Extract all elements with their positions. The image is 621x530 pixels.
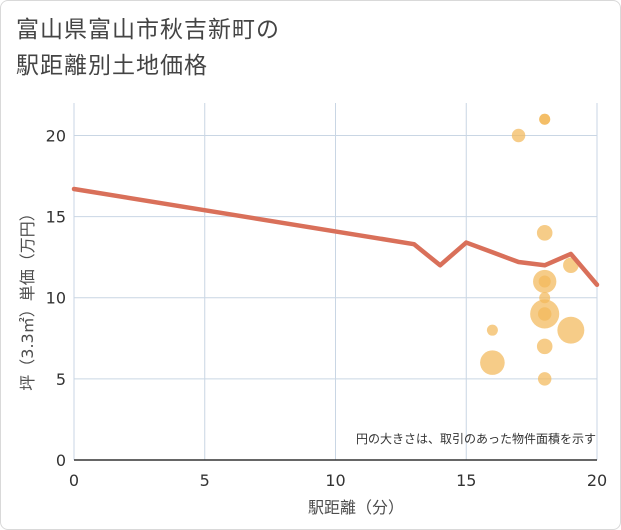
bubble-point [557,316,585,344]
x-tick-label: 20 [587,471,607,490]
bubble-point [539,292,551,304]
bubble-point [486,324,498,336]
y-tick-label: 0 [56,451,66,470]
title-line-2: 駅距離別土地価格 [16,53,208,79]
y-tick-label: 5 [56,370,66,389]
trend-line-series [71,186,600,287]
x-tick-label: 5 [200,471,210,490]
y-tick-label: 20 [46,126,66,145]
chart-title: 富山県富山市秋吉新町の 駅距離別土地価格 [16,12,280,84]
trend-line [71,186,600,287]
y-tick-label: 10 [46,289,66,308]
title-line-1: 富山県富山市秋吉新町の [16,17,280,43]
bubble-point [537,372,552,386]
y-axis-title: 坪（3.3㎡）単価（万円） [18,205,37,390]
x-tick-label: 0 [69,471,79,490]
bubble-point [536,225,553,241]
bubble-point [536,338,553,355]
grid [73,103,598,461]
bubble-point [537,307,552,321]
bubble-point [480,350,505,375]
bubble-point [511,128,526,143]
bubble-series [480,113,585,386]
y-tick-label: 15 [46,208,66,227]
x-tick-label: 10 [325,471,345,490]
x-axis-title: 駅距離（分） [308,498,404,517]
bubble-point [538,275,551,288]
x-tick-label: 15 [456,471,476,490]
bubble-point [539,113,551,125]
size-annotation: 円の大きさは、取引のあった物件面積を示す [356,431,596,446]
tick-labels: 0 5 10 15 20 0 5 10 15 20 [46,126,608,490]
